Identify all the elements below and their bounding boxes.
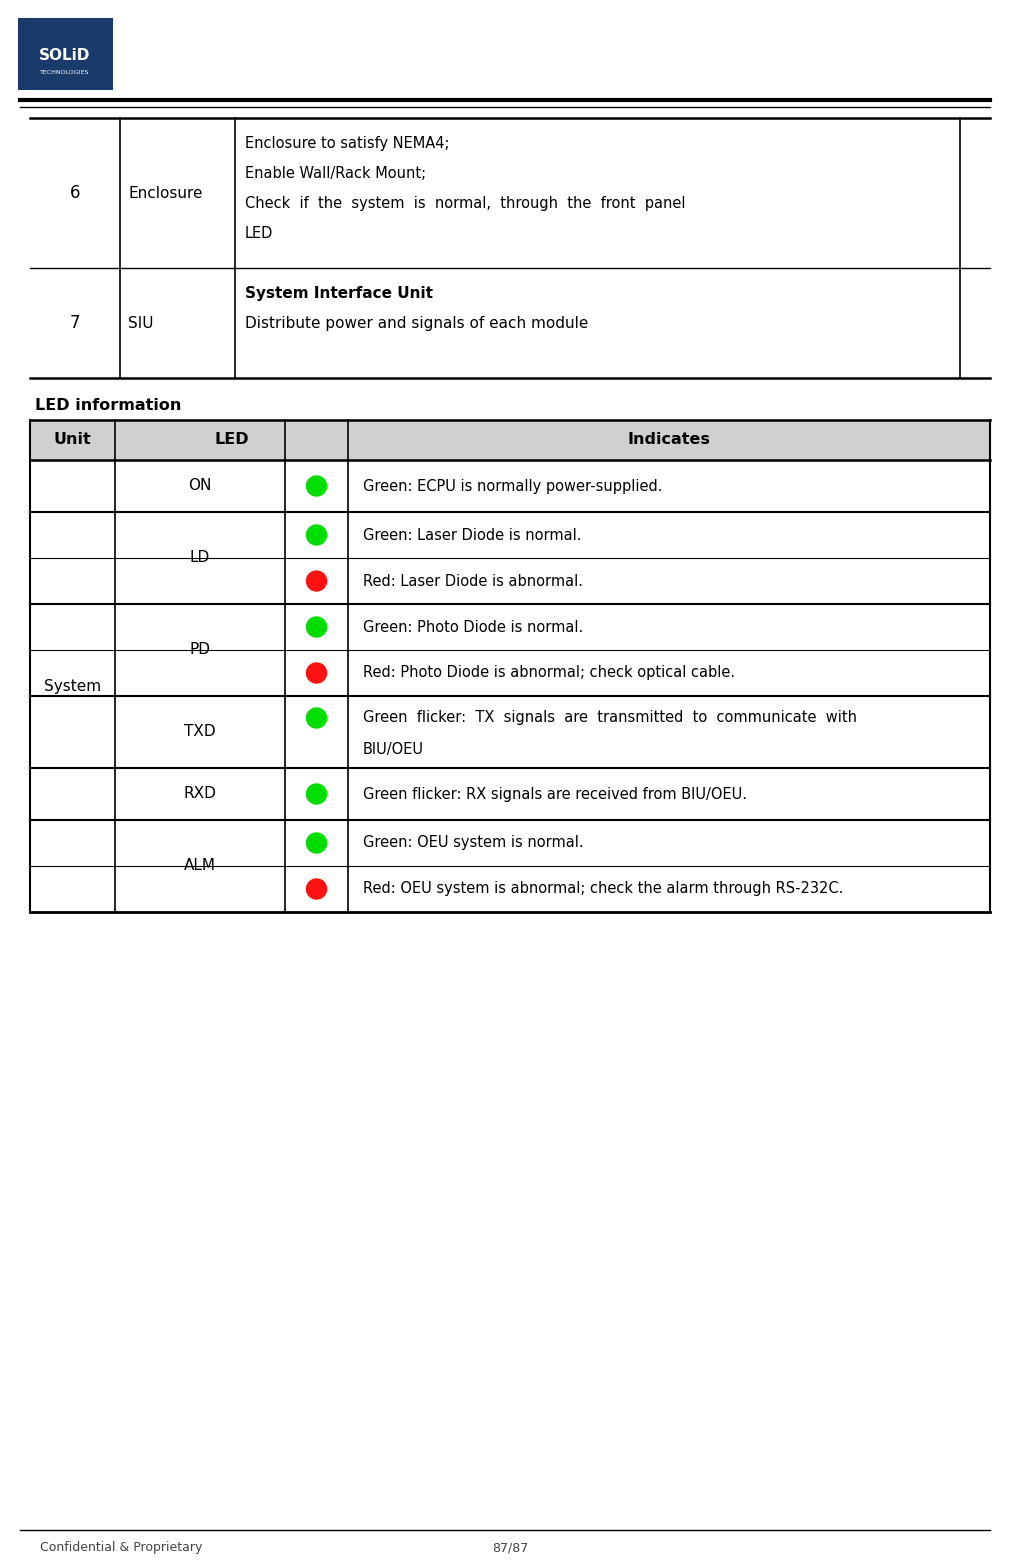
Text: Confidential & Proprietary: Confidential & Proprietary bbox=[40, 1542, 202, 1554]
Text: LED: LED bbox=[214, 433, 249, 447]
Text: SOLiD: SOLiD bbox=[40, 47, 91, 62]
Circle shape bbox=[306, 617, 326, 637]
Text: 87/87: 87/87 bbox=[491, 1542, 528, 1554]
Text: Unit: Unit bbox=[54, 433, 92, 447]
Text: ON: ON bbox=[189, 478, 212, 494]
Text: TXD: TXD bbox=[184, 725, 216, 739]
Text: System: System bbox=[44, 678, 101, 694]
Text: Enclosure to satisfy NEMA4;: Enclosure to satisfy NEMA4; bbox=[245, 136, 449, 152]
Text: Green flicker: RX signals are received from BIU/OEU.: Green flicker: RX signals are received f… bbox=[363, 787, 746, 801]
Text: LED information: LED information bbox=[35, 398, 181, 412]
Text: PD: PD bbox=[190, 642, 210, 658]
Text: Green: Laser Diode is normal.: Green: Laser Diode is normal. bbox=[363, 528, 581, 542]
Text: Green: OEU system is normal.: Green: OEU system is normal. bbox=[363, 836, 583, 850]
Text: TECHNOLOGIES: TECHNOLOGIES bbox=[41, 70, 90, 75]
Text: Enable Wall/Rack Mount;: Enable Wall/Rack Mount; bbox=[245, 166, 426, 181]
Text: Green  flicker:  TX  signals  are  transmitted  to  communicate  with: Green flicker: TX signals are transmitte… bbox=[363, 711, 856, 725]
Circle shape bbox=[306, 662, 326, 683]
Text: Red: Laser Diode is abnormal.: Red: Laser Diode is abnormal. bbox=[363, 573, 583, 589]
Text: RXD: RXD bbox=[183, 787, 216, 801]
Circle shape bbox=[306, 572, 326, 590]
Circle shape bbox=[306, 525, 326, 545]
Text: LD: LD bbox=[190, 550, 210, 565]
Circle shape bbox=[306, 476, 326, 497]
Text: Distribute power and signals of each module: Distribute power and signals of each mod… bbox=[245, 316, 588, 331]
Text: ALM: ALM bbox=[183, 859, 216, 873]
Circle shape bbox=[306, 708, 326, 728]
Text: BIU/OEU: BIU/OEU bbox=[363, 742, 424, 758]
Text: Red: Photo Diode is abnormal; check optical cable.: Red: Photo Diode is abnormal; check opti… bbox=[363, 665, 735, 681]
FancyBboxPatch shape bbox=[30, 420, 989, 459]
Text: Green: ECPU is normally power-supplied.: Green: ECPU is normally power-supplied. bbox=[363, 478, 662, 494]
Circle shape bbox=[306, 784, 326, 804]
Text: Check  if  the  system  is  normal,  through  the  front  panel: Check if the system is normal, through t… bbox=[245, 195, 685, 211]
Text: Red: OEU system is abnormal; check the alarm through RS-232C.: Red: OEU system is abnormal; check the a… bbox=[363, 881, 843, 897]
Circle shape bbox=[306, 833, 326, 853]
Text: LED: LED bbox=[245, 226, 273, 241]
Text: Enclosure: Enclosure bbox=[127, 186, 203, 200]
Text: 6: 6 bbox=[69, 184, 81, 201]
Text: Indicates: Indicates bbox=[627, 433, 710, 447]
Circle shape bbox=[306, 879, 326, 900]
Text: 7: 7 bbox=[69, 314, 81, 333]
FancyBboxPatch shape bbox=[18, 19, 113, 91]
Text: System Interface Unit: System Interface Unit bbox=[245, 286, 433, 301]
Text: SIU: SIU bbox=[127, 316, 153, 331]
Text: Green: Photo Diode is normal.: Green: Photo Diode is normal. bbox=[363, 620, 583, 634]
